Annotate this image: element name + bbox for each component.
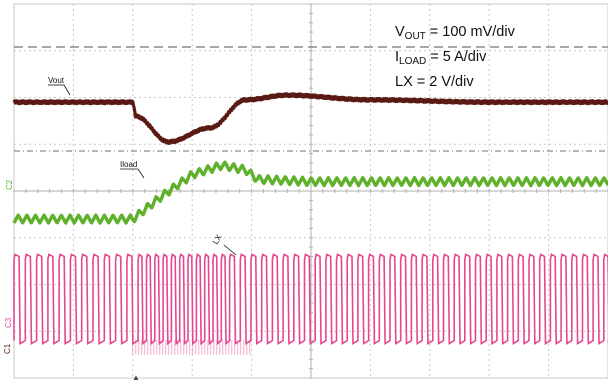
legend-iload-base: I: [395, 49, 400, 65]
iload-label-pointer: [137, 168, 145, 179]
traces: [12, 92, 608, 355]
vout-label-pointer: [63, 84, 71, 96]
series-lx-line: [13, 253, 608, 346]
legend: VOUT = 100 mV/div ILOAD = 5 A/div LX = 2…: [395, 22, 515, 92]
reference-lines: [14, 46, 608, 152]
series-vout-line: [12, 92, 608, 145]
channel-markers: C2 C3 C1 ▲: [3, 179, 140, 381]
grid: [13, 3, 608, 379]
legend-vout: VOUT = 100 mV/div: [395, 22, 515, 47]
trace-label-vout: Vout: [48, 76, 65, 85]
ch-marker-iload: C2: [5, 179, 14, 190]
legend-vout-sub: OUT: [404, 31, 426, 42]
legend-lx: LX = 2 V/div: [395, 72, 515, 92]
ch-marker-vout: C1: [3, 343, 12, 354]
legend-vout-base: V: [395, 24, 405, 40]
lx-label-pointer: [223, 244, 237, 256]
legend-lx-text: LX = 2 V/div: [395, 74, 474, 90]
legend-iload-text: = 5 A/div: [426, 49, 487, 65]
trace-label-iload: Iload: [120, 160, 137, 169]
legend-vout-text: = 100 mV/div: [425, 24, 515, 40]
trace-label-lx: LX: [211, 232, 224, 246]
series-iload-line: [12, 160, 608, 225]
ch-marker-lx: C3: [4, 317, 13, 328]
series-lx-ringing: [132, 339, 251, 355]
legend-iload-sub: LOAD: [399, 56, 427, 67]
trigger-marker: ▲: [132, 373, 140, 381]
legend-iload: ILOAD = 5 A/div: [395, 47, 515, 72]
